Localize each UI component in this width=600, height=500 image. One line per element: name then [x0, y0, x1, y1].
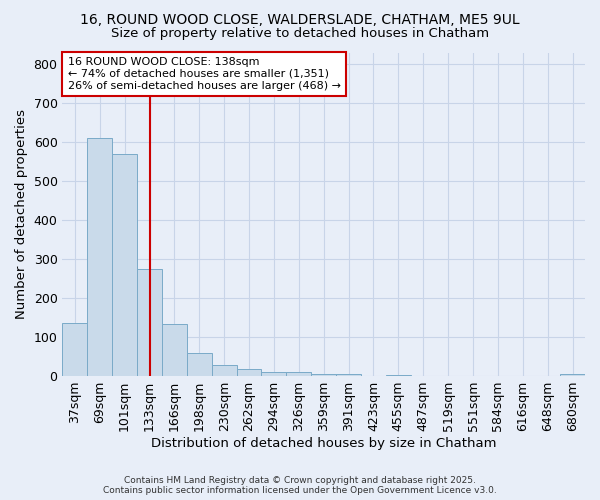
- X-axis label: Distribution of detached houses by size in Chatham: Distribution of detached houses by size …: [151, 437, 496, 450]
- Bar: [336, 374, 361, 376]
- Bar: [162, 324, 187, 376]
- Bar: [560, 374, 585, 376]
- Bar: [262, 372, 286, 376]
- Bar: [311, 374, 336, 376]
- Bar: [62, 324, 88, 376]
- Bar: [187, 354, 212, 376]
- Bar: [236, 370, 262, 376]
- Text: 16, ROUND WOOD CLOSE, WALDERSLADE, CHATHAM, ME5 9UL: 16, ROUND WOOD CLOSE, WALDERSLADE, CHATH…: [80, 12, 520, 26]
- Y-axis label: Number of detached properties: Number of detached properties: [15, 110, 28, 320]
- Bar: [286, 372, 311, 376]
- Text: Contains HM Land Registry data © Crown copyright and database right 2025.
Contai: Contains HM Land Registry data © Crown c…: [103, 476, 497, 495]
- Text: Size of property relative to detached houses in Chatham: Size of property relative to detached ho…: [111, 28, 489, 40]
- Bar: [88, 138, 112, 376]
- Text: 16 ROUND WOOD CLOSE: 138sqm
← 74% of detached houses are smaller (1,351)
26% of : 16 ROUND WOOD CLOSE: 138sqm ← 74% of det…: [68, 58, 341, 90]
- Bar: [212, 365, 236, 376]
- Bar: [137, 269, 162, 376]
- Bar: [112, 154, 137, 376]
